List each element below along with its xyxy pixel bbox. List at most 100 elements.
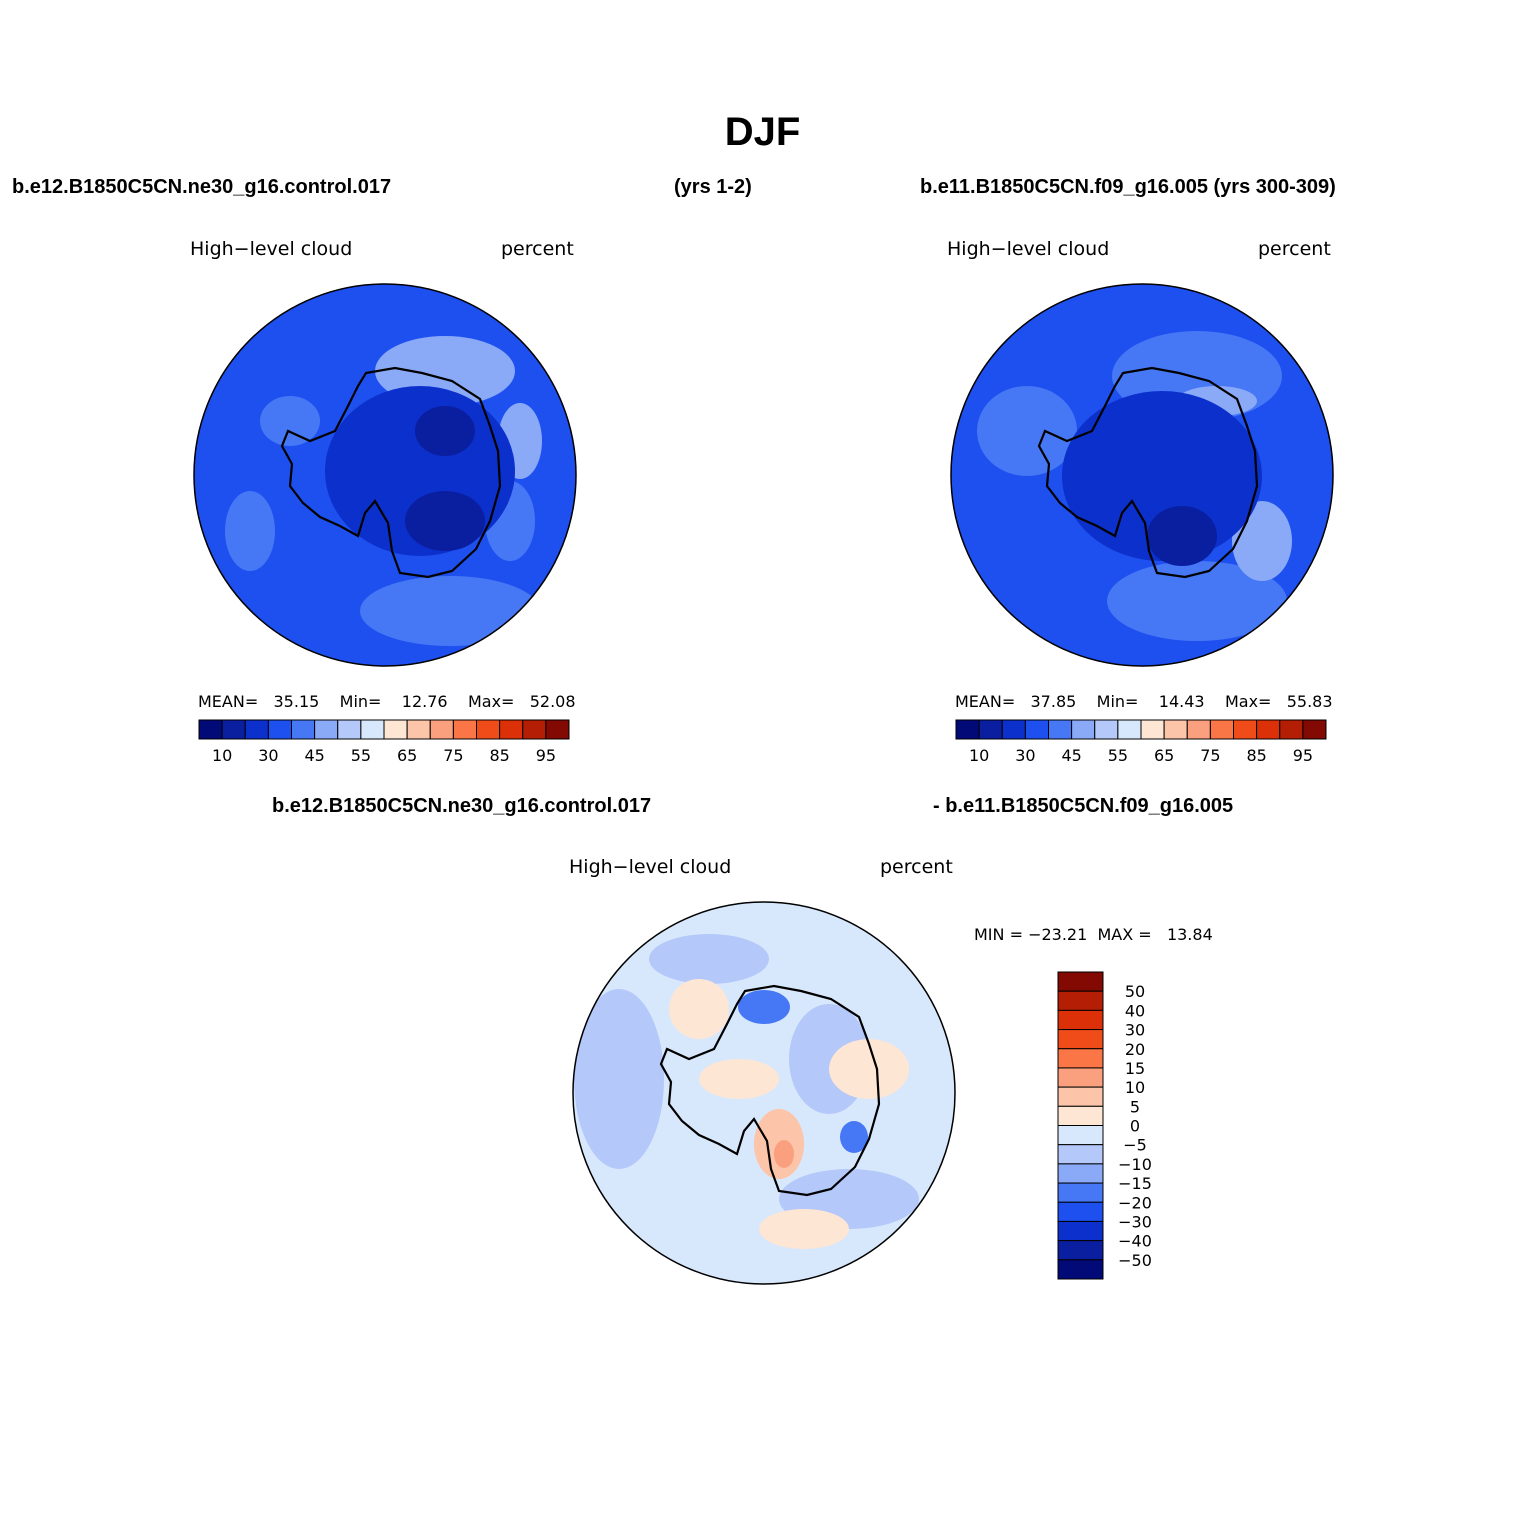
panel3-colorbar-swatch (1057, 1163, 1104, 1184)
panel3-contour-red (774, 1140, 794, 1168)
panel2-colorbar-tick-label: 55 (1108, 746, 1128, 765)
panel2-colorbar-swatch (1001, 719, 1026, 740)
panel2-stats: MEAN= 37.85 Min= 14.43 Max= 55.83 (955, 692, 1333, 711)
panel2-colorbar-swatch (1094, 719, 1119, 740)
panel1-colorbar-swatch (545, 719, 570, 740)
panel1-mean-label: MEAN= (198, 692, 259, 711)
case1-years: (yrs 1-2) (674, 176, 752, 198)
panel1-colorbar-tick-label: 85 (489, 746, 509, 765)
panel1-antarctica-coastline (280, 366, 502, 579)
panel1-contour-light-west (260, 396, 320, 446)
figure-title: DJF (724, 110, 801, 154)
panel2-max-value: 55.83 (1286, 692, 1333, 711)
panel1-colorbar-swatch (267, 719, 292, 740)
panel1-colorbar-swatch (337, 719, 362, 740)
panel1-stats: MEAN= 35.15 Min= 12.76 Max= 52.08 (198, 692, 576, 711)
panel1-contour-dark-2 (405, 491, 485, 551)
panel1-colorbar-swatch (406, 719, 431, 740)
panel2-contour-dark (1147, 506, 1217, 566)
panel3-colorbar-swatch (1057, 1201, 1104, 1222)
panel3-units-label: percent (880, 856, 953, 878)
panel3-variable-label: High−level cloud (569, 856, 732, 878)
panel1-mean-value: 35.15 (273, 692, 320, 711)
panel2-colorbar-tick-label: 75 (1200, 746, 1220, 765)
panel2-colorbar-swatch (1186, 719, 1211, 740)
panel2-colorbar-swatch (1117, 719, 1142, 740)
panel3-colorbar-swatch (1057, 1029, 1104, 1050)
panel2-mean-label: MEAN= (955, 692, 1016, 711)
panel1-colorbar-swatch (429, 719, 454, 740)
panel2-contour-light-south (1107, 561, 1287, 641)
panel3-min-label: MIN = (974, 925, 1023, 944)
panel3-colorbar-tick-label: 5 (1130, 1097, 1140, 1116)
panel1-colorbar-swatch (360, 719, 385, 740)
panel1-colorbar-swatch (452, 719, 477, 740)
panel1-colorbar-tick-label: 65 (397, 746, 417, 765)
panel3-colorbar-swatch (1057, 1240, 1104, 1261)
panel3-contour-peach-south (759, 1209, 849, 1249)
panel3-min-value: −23.21 (1028, 925, 1088, 944)
panel3-colorbar-tick-label: −40 (1118, 1232, 1152, 1251)
panel2-colorbar-swatch (1024, 719, 1049, 740)
panel3-contour-strong-blue (738, 990, 790, 1024)
panel3-colorbar-swatch (1057, 1105, 1104, 1126)
panel1-colorbar-tick-label: 10 (212, 746, 232, 765)
panel3-stats: MIN = −23.21 MAX = 13.84 (974, 925, 1213, 944)
panel1-colorbar-tick-label: 55 (351, 746, 371, 765)
panel2-colorbar-tick-label: 95 (1293, 746, 1313, 765)
diff-case1-header: b.e12.B1850C5CN.ne30_g16.control.017 (272, 795, 652, 817)
panel1-colorbar-tick-label: 75 (443, 746, 463, 765)
panel2-colorbar-swatch (1256, 719, 1281, 740)
panel3-colorbar-swatch (1057, 1259, 1104, 1280)
panel3-colorbar-swatch (1057, 1009, 1104, 1031)
panel2-colorbar-swatch (1071, 719, 1096, 740)
panel2-colorbar-tick-label: 10 (969, 746, 989, 765)
panel3-max-label: MAX = (1097, 925, 1152, 944)
panel3-colorbar-tick-label: −20 (1118, 1193, 1152, 1212)
panel2-colorbar-tick-label: 65 (1154, 746, 1174, 765)
panel2-colorbar-tick-label: 45 (1061, 746, 1081, 765)
panel3-colorbar-tick-label: −30 (1118, 1212, 1152, 1231)
panel2-colorbar-swatch (1163, 719, 1188, 740)
panel1-colorbar-swatch (198, 719, 223, 740)
panel1-colorbar-swatch (499, 719, 524, 740)
panel2-variable-label: High−level cloud (947, 238, 1110, 260)
panel1-colorbar-tick-label: 45 (304, 746, 324, 765)
panel1-contour-dark-1 (415, 406, 475, 456)
panel3-colorbar-tick-label: 15 (1125, 1059, 1145, 1078)
panel2-polar-map (950, 283, 1334, 667)
panel3-colorbar-tick-label: 0 (1130, 1117, 1140, 1136)
panel3-colorbar-tick-label: 10 (1125, 1078, 1145, 1097)
panel3-colorbar-swatch (1057, 1086, 1104, 1107)
panel2-colorbar-swatch (1048, 719, 1073, 740)
panel1-contour-light-sw (225, 491, 275, 571)
panel3-colorbar-tick-label: 40 (1125, 1001, 1145, 1020)
panel1-units-label: percent (501, 238, 574, 260)
panel2-colorbar-swatch (1209, 719, 1234, 740)
diff-case2-header: - b.e11.B1850C5CN.f09_g16.005 (933, 795, 1234, 817)
panel2-colorbar: 10 30 45 55 65 75 85 95 (955, 719, 1327, 765)
panel2-colorbar-swatch (1233, 719, 1258, 740)
panel1-min-label: Min= (339, 692, 382, 711)
panel1-max-label: Max= (467, 692, 515, 711)
panel3-colorbar-tick-label: −15 (1118, 1174, 1152, 1193)
panel1-colorbar-swatch (476, 719, 501, 740)
panel3-max-value: 13.84 (1166, 925, 1213, 944)
panel3-contour-peach-west (669, 979, 729, 1039)
panel1-polar-map (193, 283, 577, 667)
panel2-colorbar-swatch (1140, 719, 1165, 740)
panel3-colorbar-swatch (1057, 1182, 1104, 1203)
panel3-antarctica-coastline (659, 984, 881, 1197)
panel3-polar-map (572, 901, 956, 1285)
panel1-contour-light-south (360, 576, 540, 646)
panel3-contour-peach-center (699, 1059, 779, 1099)
panel3-colorbar-tick-label: 20 (1125, 1040, 1145, 1059)
panel2-colorbar-swatch (1279, 719, 1304, 740)
panel3-colorbar-tick-label: −10 (1118, 1155, 1152, 1174)
panel3-colorbar-swatch (1057, 990, 1104, 1011)
panel3-colorbar-swatch (1057, 1144, 1104, 1165)
panel1-colorbar-swatch (291, 719, 316, 740)
panel3-colorbar-tick-label: 30 (1125, 1021, 1145, 1040)
panel2-mean-value: 37.85 (1030, 692, 1077, 711)
panel1-min-value: 12.76 (401, 692, 448, 711)
